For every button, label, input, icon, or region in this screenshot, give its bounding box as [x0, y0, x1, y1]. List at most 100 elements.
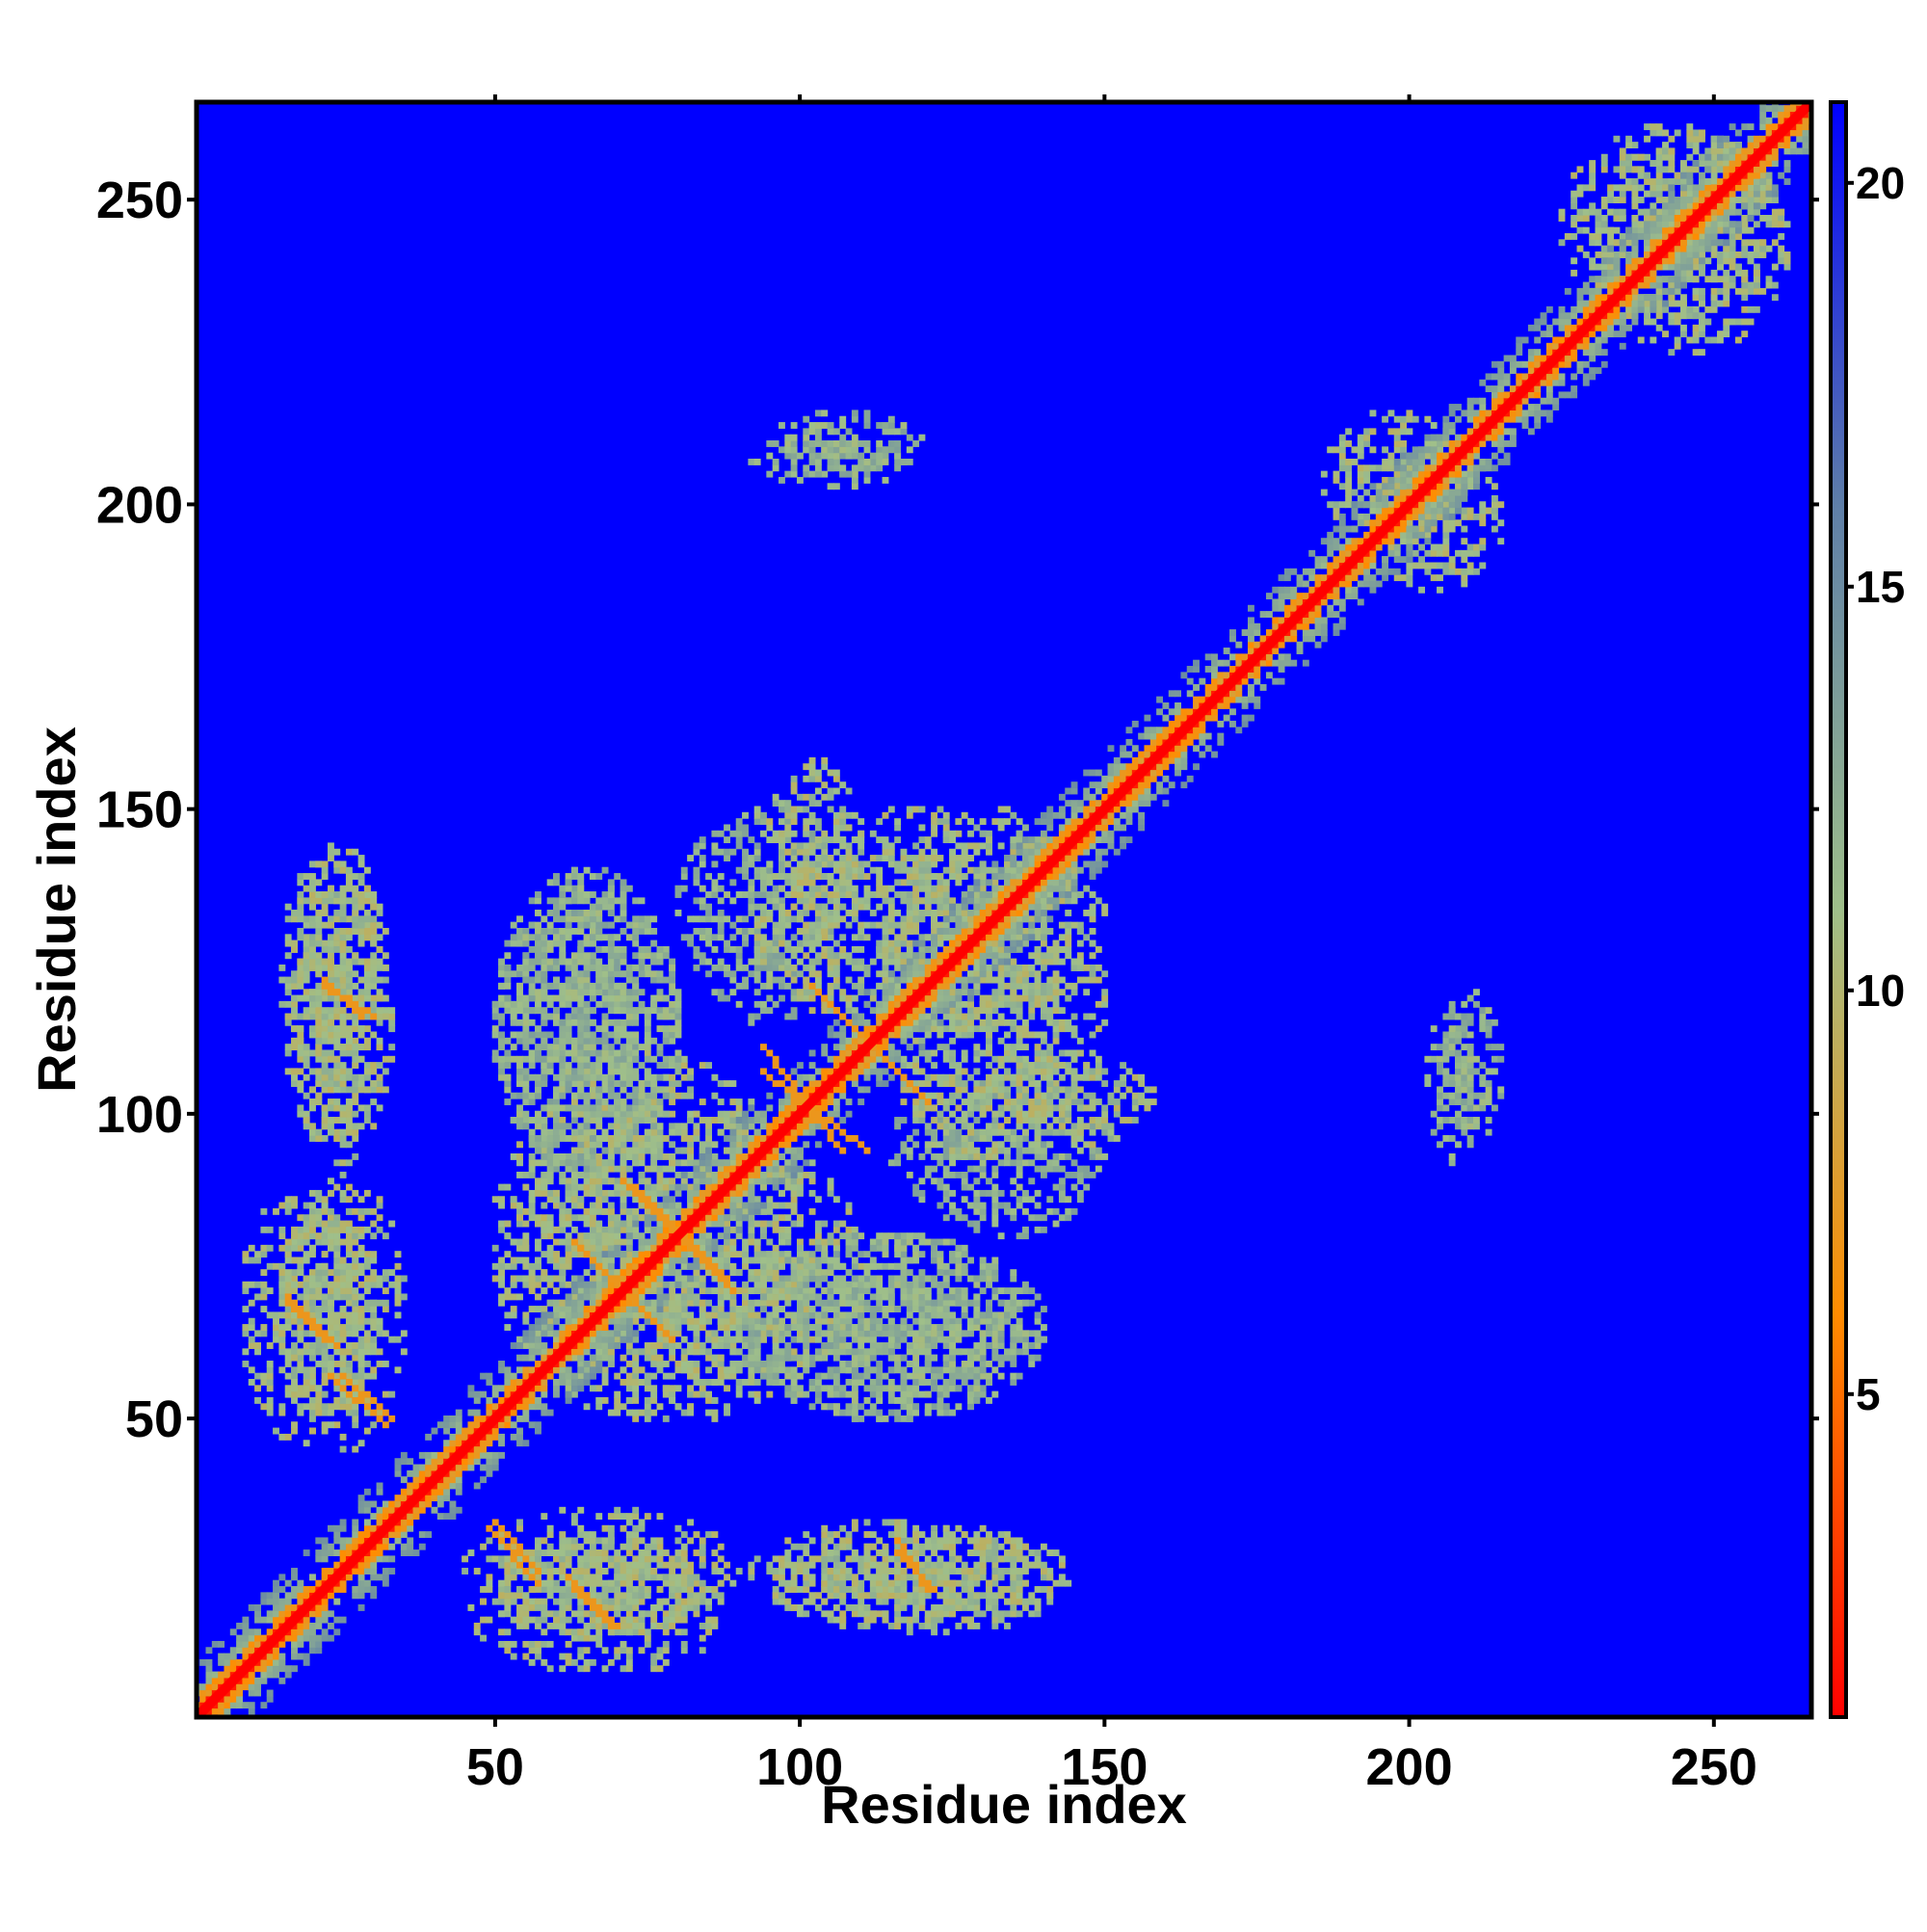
contact-cell	[808, 1403, 816, 1411]
contact-cell	[357, 1348, 365, 1356]
contact-cell	[357, 1080, 365, 1087]
contact-cell	[955, 873, 963, 880]
contact-cell	[644, 1568, 651, 1575]
contact-cell	[607, 1110, 615, 1118]
contact-cell	[876, 940, 884, 947]
contact-cell	[315, 1396, 323, 1404]
contact-cell	[1040, 1214, 1047, 1222]
contact-cell	[376, 921, 383, 929]
contact-cell	[1021, 1561, 1029, 1569]
contact-cell	[273, 1330, 279, 1337]
contact-cell	[869, 1342, 877, 1349]
contact-cell	[345, 848, 353, 856]
contact-cell	[979, 903, 987, 911]
contact-cell	[352, 1390, 359, 1398]
contact-cell	[559, 1592, 567, 1600]
contact-cell	[656, 1555, 664, 1563]
contact-cell	[333, 1244, 341, 1252]
contact-cell	[327, 1037, 334, 1045]
contact-cell	[1016, 1568, 1023, 1575]
contact-cell	[863, 1330, 871, 1337]
contact-cell	[991, 1366, 999, 1374]
contact-cell	[638, 1616, 646, 1624]
contact-cell	[814, 1275, 822, 1283]
contact-cell	[724, 940, 730, 947]
contact-cell	[638, 1561, 646, 1569]
contact-cell	[528, 1555, 536, 1563]
contact-cell	[577, 1524, 585, 1532]
contact-cell	[284, 989, 292, 996]
contact-cell	[510, 1653, 517, 1660]
contact-cell	[357, 1104, 365, 1112]
contact-cell	[352, 1269, 359, 1277]
contact-cell	[839, 1317, 847, 1325]
contact-cell	[693, 1579, 700, 1587]
contact-cell	[315, 934, 323, 941]
contact-cell	[949, 848, 956, 856]
contact-cell	[577, 1579, 585, 1587]
contact-cell	[924, 1616, 932, 1624]
contact-cell	[669, 1037, 676, 1045]
contact-cell	[504, 1604, 512, 1611]
contact-cell	[577, 1598, 585, 1605]
contact-cell	[309, 891, 316, 898]
contact-cell	[498, 964, 505, 971]
contact-cell	[352, 1287, 359, 1295]
contact-cell	[894, 1610, 902, 1618]
contact-cell	[753, 903, 761, 911]
contact-cell	[565, 1049, 572, 1057]
contact-cell	[882, 921, 889, 929]
contact-cell	[1016, 1171, 1023, 1178]
contact-cell	[991, 1202, 999, 1209]
contact-cell	[1016, 1586, 1023, 1593]
contact-cell	[705, 934, 713, 941]
contact-cell	[303, 964, 310, 971]
contact-cell	[986, 1031, 992, 1039]
contact-cell	[595, 1628, 603, 1636]
contact-cell	[339, 964, 347, 971]
contact-cell	[1016, 1141, 1023, 1149]
contact-cell	[546, 1531, 554, 1539]
contact-cell	[711, 989, 719, 996]
contact-cell	[918, 1306, 926, 1313]
contact-cell	[291, 1013, 298, 1020]
contact-cell	[986, 976, 992, 984]
contact-cell	[339, 1226, 347, 1233]
contact-cell	[821, 1000, 829, 1008]
contact-cell	[333, 1044, 341, 1051]
contact-cell	[1010, 1568, 1017, 1575]
contact-cell	[845, 1379, 853, 1386]
contact-cell	[772, 1568, 779, 1575]
contact-cell	[577, 1610, 585, 1618]
contact-cell	[363, 910, 371, 916]
contact-cell	[937, 1610, 944, 1618]
contact-cell	[803, 855, 810, 861]
contact-cell	[352, 1152, 359, 1160]
contact-cell	[839, 1622, 847, 1629]
contact-cell	[766, 1561, 774, 1569]
contact-cell	[388, 1055, 396, 1063]
contact-cell	[303, 1013, 310, 1020]
contact-cell	[906, 1549, 913, 1556]
contact-cell	[1052, 1183, 1060, 1191]
contact-cell	[638, 1628, 646, 1636]
contact-cell	[570, 1574, 578, 1581]
contact-cell	[827, 952, 834, 960]
contact-cell	[997, 1555, 1005, 1563]
contact-cell	[625, 885, 633, 892]
contact-cell	[924, 1049, 932, 1057]
contact-cell	[309, 1311, 316, 1319]
contact-cell	[1076, 1098, 1084, 1105]
contact-cell	[504, 1574, 512, 1581]
contact-cell	[931, 1549, 938, 1556]
contact-cell	[674, 1586, 682, 1593]
contact-cell	[808, 1574, 816, 1581]
contact-cell	[748, 910, 755, 916]
contact-cell	[967, 1183, 974, 1191]
contact-cell	[297, 1086, 304, 1094]
contact-cell	[942, 1123, 950, 1130]
contact-cell	[693, 1610, 700, 1618]
contact-cell	[973, 897, 981, 905]
contact-cell	[297, 1293, 304, 1301]
contact-cell	[625, 1092, 633, 1099]
